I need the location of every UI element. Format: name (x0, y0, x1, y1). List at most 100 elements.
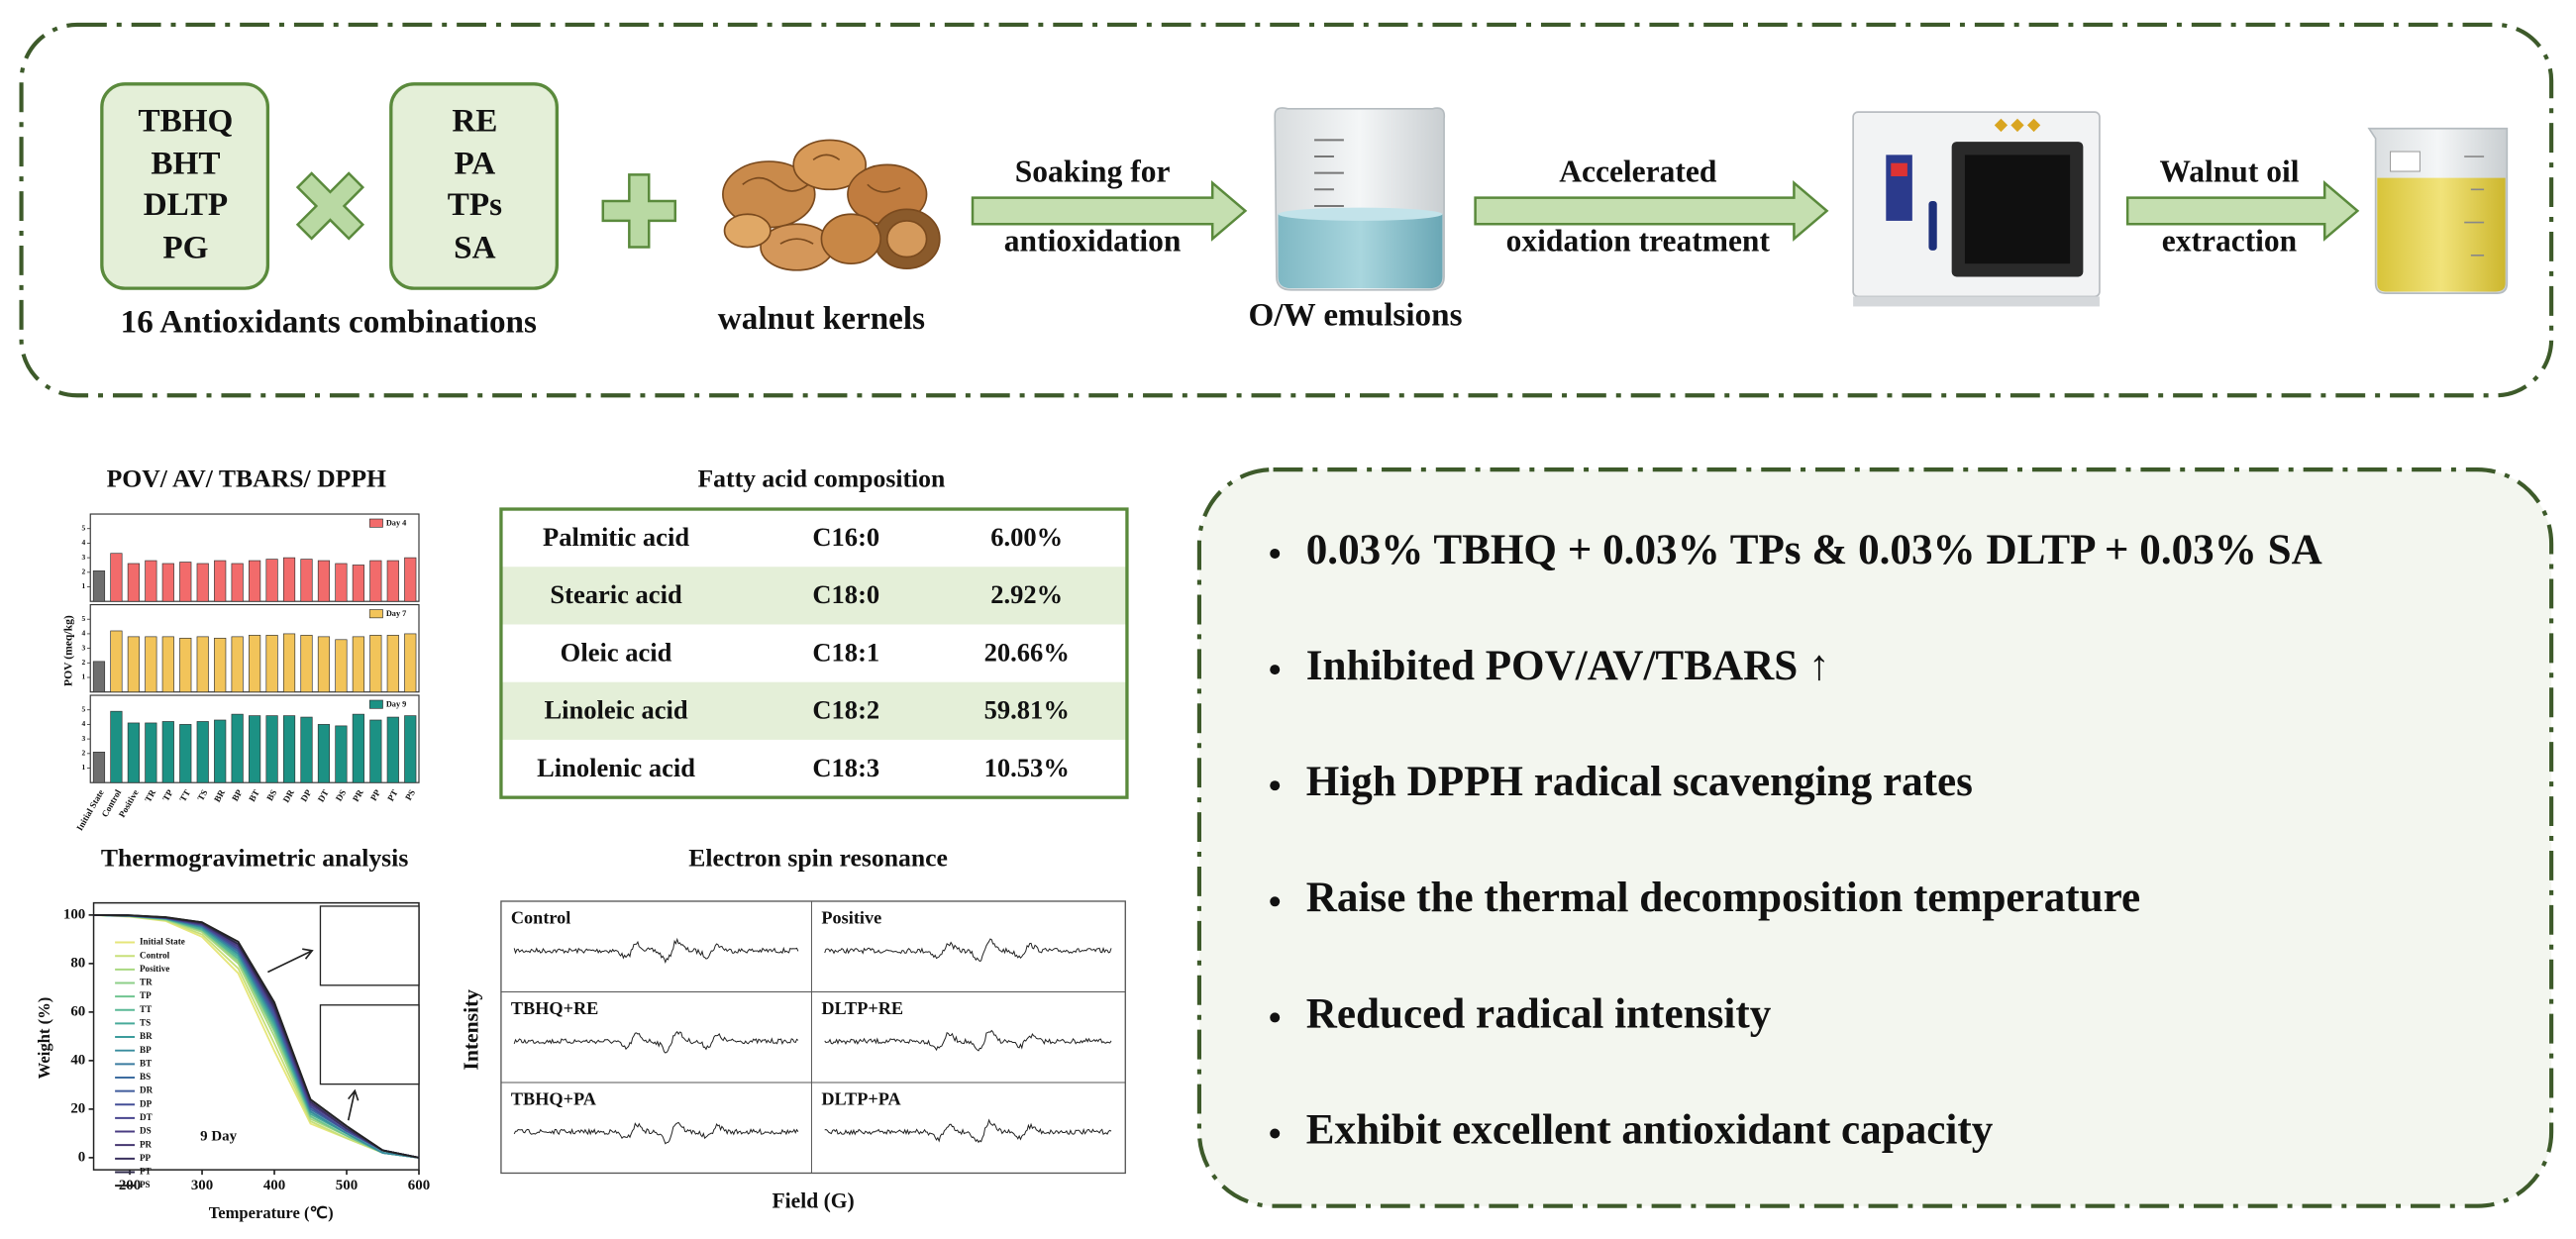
y-tick-label: 4 (82, 538, 86, 547)
step-label: Walnut oil (2160, 155, 2300, 189)
bar (265, 715, 278, 783)
bullet (1270, 665, 1281, 675)
emulsion-label: O/W emulsions (1249, 297, 1463, 334)
group-b-item: TPs (448, 186, 502, 223)
y-tick-label: 4 (82, 719, 86, 728)
bar (110, 553, 123, 602)
esr-panels: Control Positive TBHQ+RE DLTP+RE TBHQ+PA DLTP… (500, 900, 1126, 1175)
row-band (500, 681, 1127, 740)
bar (145, 560, 157, 602)
bar (110, 710, 123, 783)
bar (179, 724, 192, 783)
x-axis-label: Field (G) (773, 1188, 855, 1212)
inset-frame (319, 1004, 420, 1085)
bar (265, 559, 278, 602)
bar (196, 721, 209, 783)
table-cell: C18:3 (812, 753, 879, 782)
legend-label: Day 7 (386, 609, 406, 618)
y-tick-label: 4 (82, 629, 86, 638)
y-tick-label: 1 (82, 672, 86, 681)
legend-swatch (368, 518, 383, 528)
y-axis-label: Intensity (460, 989, 483, 1071)
y-tick-label: 20 (70, 1100, 85, 1116)
y-tick-label: 3 (82, 643, 86, 652)
bar (249, 715, 261, 783)
process-arrow (1474, 179, 1829, 242)
bar (282, 715, 296, 783)
x-tick-label: BP (230, 787, 245, 802)
panel-label: DLTP+PA (821, 1088, 901, 1108)
x-tick-label: TR (143, 787, 157, 803)
bar (127, 636, 140, 693)
bar (214, 560, 227, 602)
legend-label: BS (140, 1072, 151, 1082)
bullet (1270, 548, 1281, 559)
group-a-item: BHT (151, 146, 220, 182)
finding-text: Exhibit excellent antioxidant capacity (1306, 1106, 1994, 1153)
bar (196, 563, 209, 602)
x-tick-label: BS (264, 788, 278, 803)
bullet (1270, 1012, 1281, 1023)
chart-title: Electron spin resonance (688, 843, 948, 872)
y-tick-label: 60 (70, 1003, 85, 1019)
x-tick-label: BT (247, 788, 261, 804)
y-tick-label: 1 (82, 581, 86, 590)
y-tick-label: 0 (78, 1149, 85, 1165)
inset-frame (319, 905, 420, 986)
legend-label: DP (140, 1098, 153, 1108)
bar (404, 633, 417, 693)
table-frame (499, 507, 1129, 799)
legend-label: Positive (140, 964, 169, 974)
combinations-label: 16 Antioxidants combinations (121, 303, 537, 340)
bullet (1270, 780, 1281, 791)
bar (231, 636, 244, 693)
process-arrow (971, 179, 1248, 242)
table-cell: Linolenic acid (537, 753, 695, 782)
bar (249, 635, 261, 693)
table-cell: Stearic acid (550, 579, 682, 609)
bar (300, 635, 313, 693)
pointer-arrow (267, 948, 314, 974)
bar (179, 637, 192, 693)
x-tick-label: DR (281, 787, 296, 804)
pointer-arrow (347, 1088, 360, 1121)
esr-spectrum (513, 1121, 799, 1145)
kernels-label: walnut kernels (718, 300, 925, 337)
group-b-box (389, 82, 559, 290)
table-cell: 59.81% (984, 695, 1070, 725)
x-tick-label: 500 (336, 1178, 358, 1193)
esr-spectrum (513, 937, 799, 965)
x-tick-label: 600 (408, 1178, 430, 1193)
table-cell: 20.66% (984, 637, 1070, 667)
process-arrow (2125, 179, 2360, 242)
step-label: extraction (2162, 223, 2298, 258)
bar (335, 725, 348, 783)
table-cell: 6.00% (990, 522, 1063, 552)
bar (352, 565, 364, 602)
group-b-item: RE (452, 102, 497, 139)
bar (92, 752, 106, 783)
table-cell: 2.92% (990, 579, 1063, 609)
findings-frame (1196, 467, 2554, 1208)
y-tick-label: 5 (82, 704, 86, 713)
y-tick-label: 100 (63, 906, 85, 922)
panel-label: Control (511, 907, 570, 927)
plus-sign (601, 173, 677, 249)
table-cell: C18:2 (812, 695, 879, 725)
y-tick-label: 40 (70, 1052, 85, 1068)
panel-frame (500, 900, 1126, 1175)
table-cell: C18:0 (812, 579, 879, 609)
panel-label: TBHQ+PA (511, 1088, 597, 1108)
bar (265, 635, 278, 693)
bar (127, 722, 140, 783)
bar (300, 716, 313, 783)
esr-spectrum (824, 1118, 1112, 1144)
table-cell: C16:0 (812, 522, 879, 552)
walnut-image (722, 139, 941, 271)
x-tick-label: DT (316, 788, 331, 804)
x-tick-label: DS (334, 788, 348, 803)
emulsion-beaker-image (1274, 107, 1446, 291)
legend-label: BP (140, 1045, 152, 1055)
y-tick-label: 2 (82, 568, 86, 576)
legend-label: PR (140, 1139, 153, 1149)
